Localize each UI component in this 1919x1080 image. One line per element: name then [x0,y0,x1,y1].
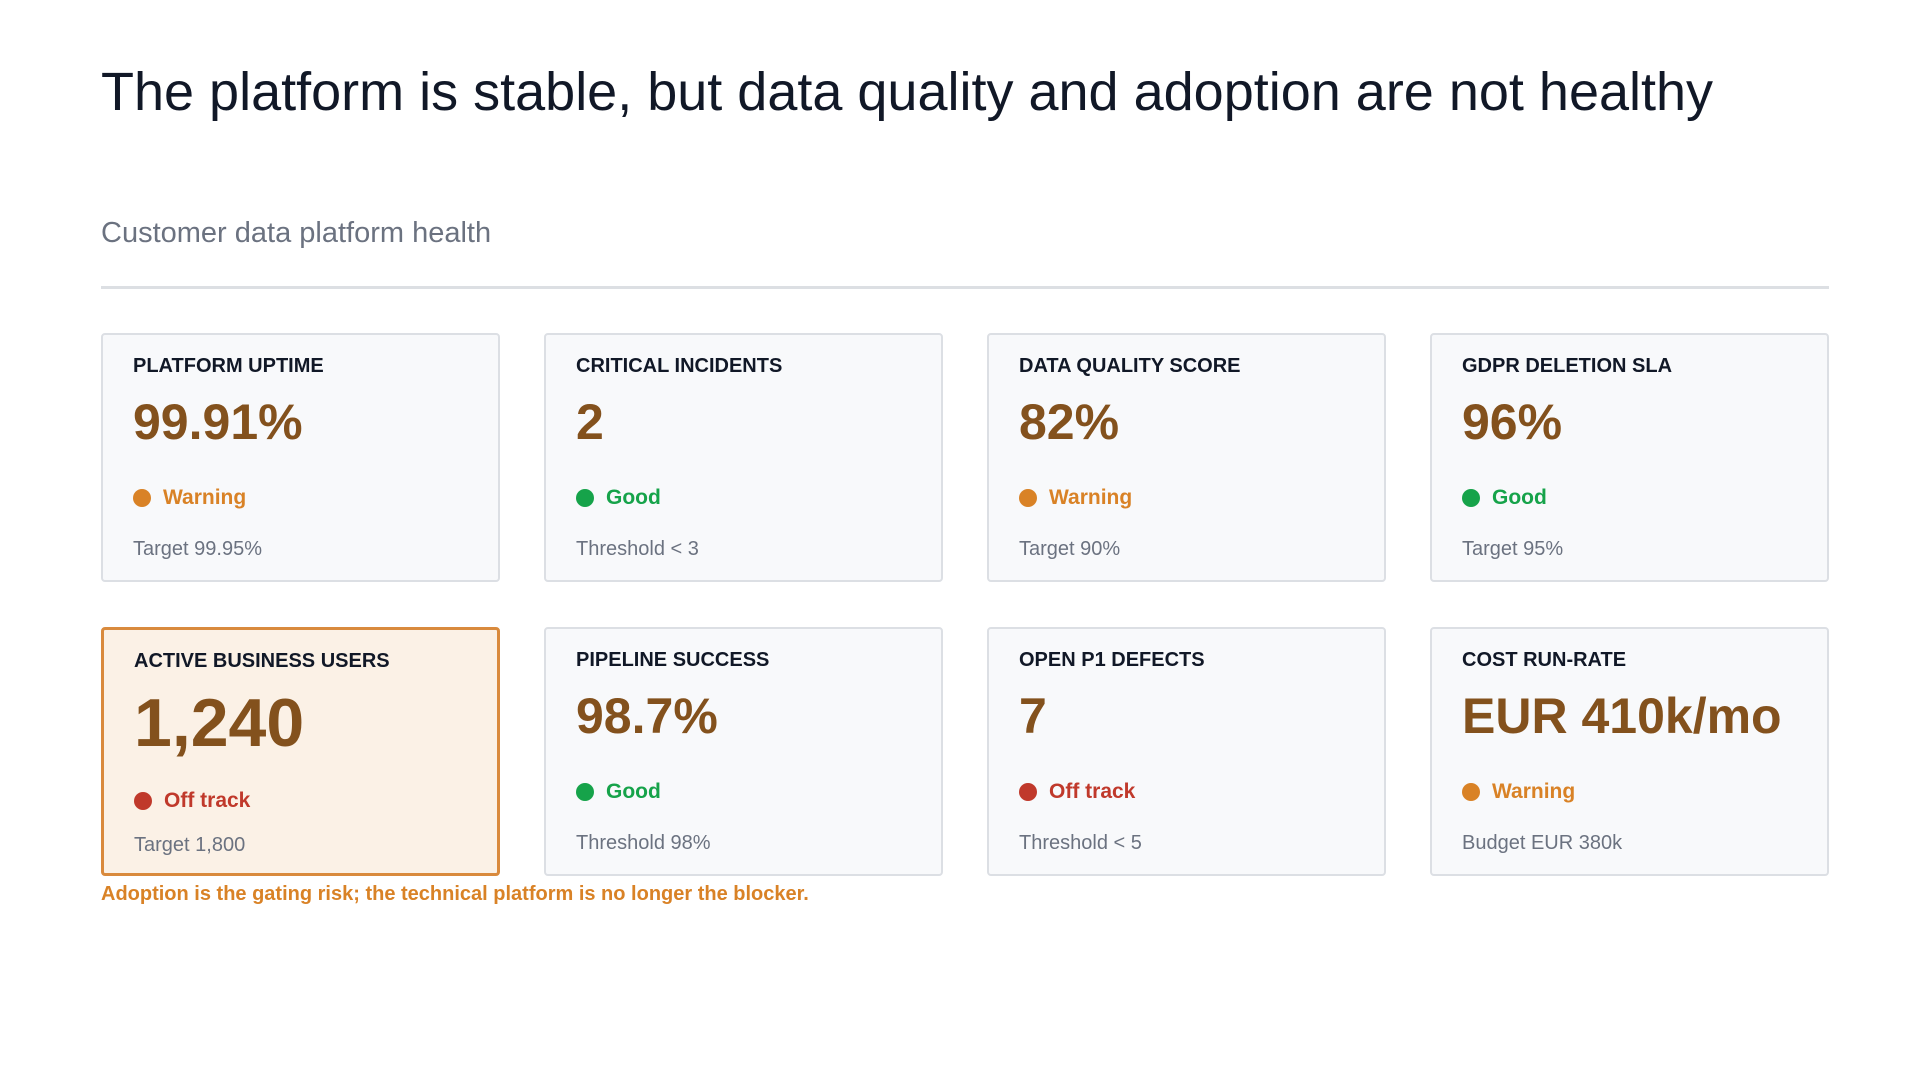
status-dot [134,792,152,810]
status-dot [576,489,594,507]
status-dot [1462,489,1480,507]
kpi-card: OPEN P1 DEFECTS 7 Off track Threshold < 5 [987,627,1386,876]
kpi-target: Target 1,800 [134,834,246,856]
kpi-value: EUR 410k/mo [1462,688,1782,744]
title: The platform is stable, but data quality… [101,62,1714,122]
status-text: Good [606,486,661,509]
status-dot [1019,783,1037,801]
kpi-target: Threshold < 5 [1019,832,1142,854]
kpi-value: 98.7% [576,688,718,744]
status-dot [133,489,151,507]
kpi-status: Warning [1462,780,1575,804]
status-text: Warning [163,486,247,509]
subtitle: Customer data platform health [101,217,492,249]
status-dot [576,783,594,801]
status-dot [1462,783,1480,801]
kpi-card: DATA QUALITY SCORE 82% Warning Target 90% [987,333,1386,582]
kpi-grid: PLATFORM UPTIME 99.91% Warning Target 99.95… [101,333,1829,876]
kpi-target: Target 90% [1019,538,1121,560]
kpi-label: PIPELINE SUCCESS [576,649,770,671]
kpi-value: 2 [576,394,604,450]
kpi-label: COST RUN-RATE [1462,649,1627,671]
status-text: Off track [164,789,251,812]
kpi-target: Budget EUR 380k [1462,832,1623,854]
kpi-status: Good [576,486,661,510]
note: Adoption is the gating risk; the technic… [101,883,809,905]
kpi-label: OPEN P1 DEFECTS [1019,649,1205,671]
divider [101,286,1829,289]
kpi-label: DATA QUALITY SCORE [1019,355,1241,377]
status-text: Good [1492,486,1547,509]
kpi-value: 82% [1019,394,1120,450]
kpi-value: 7 [1019,688,1047,744]
kpi-status: Good [576,780,661,804]
kpi-status: Warning [133,486,246,510]
kpi-card: PIPELINE SUCCESS 98.7% Good Threshold 98% [544,627,943,876]
kpi-label: PLATFORM UPTIME [133,355,324,377]
kpi-value: 1,240 [134,685,305,761]
kpi-target: Threshold 98% [576,832,711,854]
kpi-status: Off track [1019,780,1135,804]
kpi-label: GDPR DELETION SLA [1462,355,1673,377]
kpi-target: Threshold < 3 [576,538,699,560]
status-text: Good [606,780,661,803]
status-text: Off track [1049,780,1136,803]
kpi-status: Good [1462,486,1547,510]
status-text: Warning [1049,486,1133,509]
kpi-label: ACTIVE BUSINESS USERS [134,650,390,672]
kpi-card: CRITICAL INCIDENTS 2 Good Threshold < 3 [544,333,943,582]
kpi-status: Warning [1019,486,1132,510]
kpi-value: 96% [1462,394,1563,450]
status-text: Warning [1492,780,1576,803]
kpi-status: Off track [134,789,250,813]
kpi-target: Target 99.95% [133,538,262,560]
kpi-target: Target 95% [1462,538,1564,560]
kpi-label: CRITICAL INCIDENTS [576,355,783,377]
kpi-card: COST RUN-RATE EUR 410k/mo Warning Budget EU… [1430,627,1829,876]
kpi-card: PLATFORM UPTIME 99.91% Warning Target 99.95… [101,333,500,582]
kpi-card: GDPR DELETION SLA 96% Good Target 95% [1430,333,1829,582]
kpi-value: 99.91% [133,394,303,450]
status-dot [1019,489,1037,507]
kpi-card: ACTIVE BUSINESS USERS 1,240 Off track Targe… [101,627,500,876]
